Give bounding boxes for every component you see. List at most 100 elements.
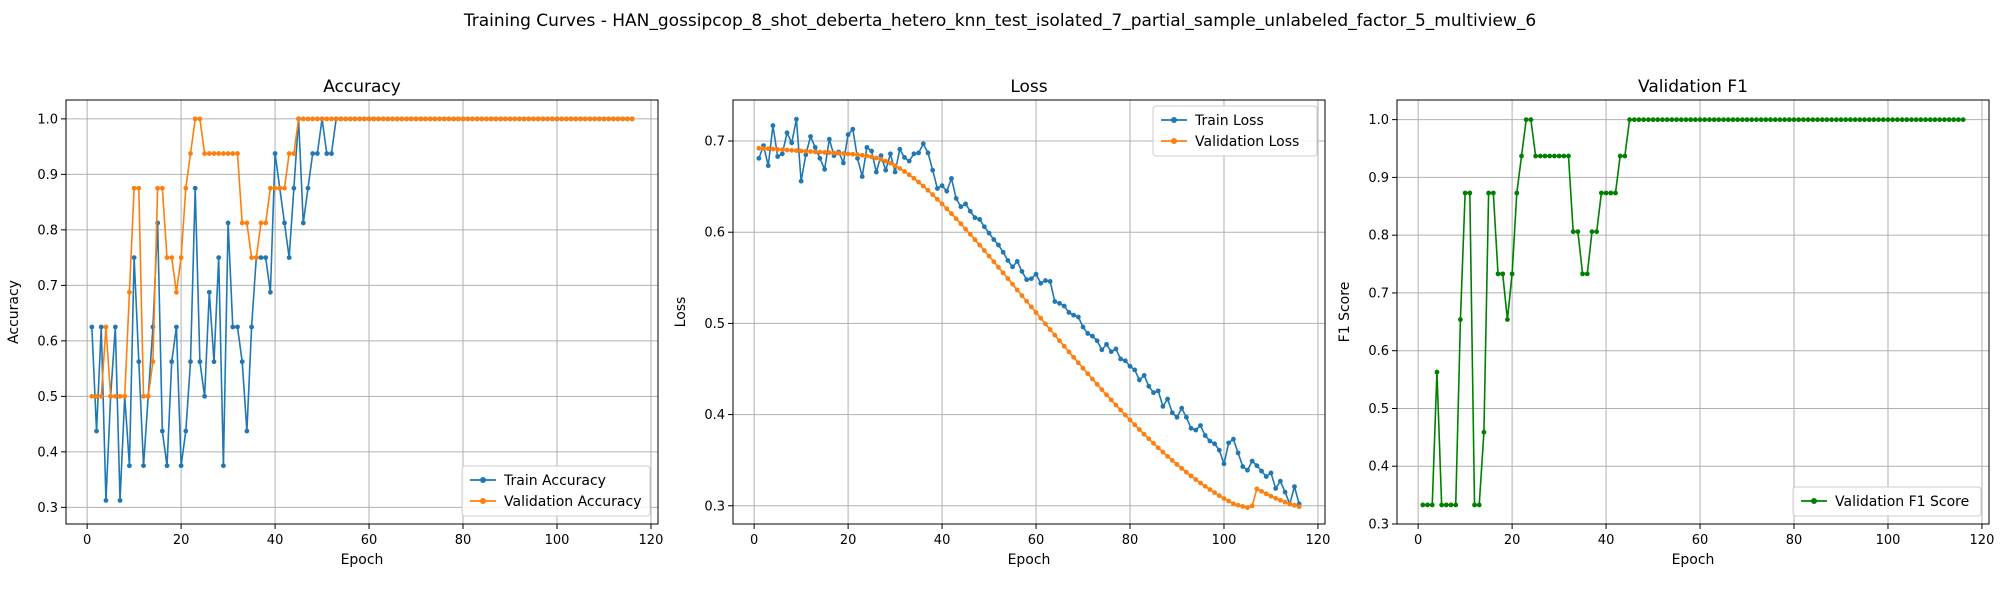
x-tick-label: 120 bbox=[1306, 533, 1331, 548]
data-point bbox=[916, 150, 921, 156]
data-point bbox=[850, 126, 856, 132]
axes-frame bbox=[65, 99, 659, 525]
data-point bbox=[94, 393, 99, 399]
data-point bbox=[249, 255, 254, 261]
data-point bbox=[1202, 433, 1208, 438]
data-point bbox=[822, 166, 828, 172]
x-tick-label: 120 bbox=[1970, 533, 1995, 548]
data-point bbox=[1805, 117, 1811, 123]
data-point bbox=[779, 147, 785, 153]
y-axis-label: Accuracy bbox=[6, 280, 22, 344]
data-point bbox=[1721, 117, 1726, 123]
data-point bbox=[216, 255, 222, 261]
data-point bbox=[488, 116, 494, 122]
data-point bbox=[1458, 317, 1463, 322]
data-point bbox=[1556, 153, 1562, 159]
data-point bbox=[263, 220, 269, 226]
data-point bbox=[930, 192, 936, 198]
data-point bbox=[1613, 190, 1618, 196]
data-point bbox=[1594, 229, 1600, 235]
data-point bbox=[1791, 117, 1797, 123]
data-point bbox=[756, 145, 762, 151]
data-point bbox=[174, 289, 179, 295]
data-point bbox=[1603, 190, 1609, 196]
data-point bbox=[1725, 117, 1731, 123]
data-point bbox=[1946, 117, 1952, 123]
legend-label: Train Loss bbox=[1194, 113, 1264, 129]
legend-swatch-marker bbox=[480, 498, 486, 504]
legend-label: Validation F1 Score bbox=[1835, 494, 1969, 510]
data-point bbox=[244, 220, 250, 226]
data-point bbox=[784, 130, 790, 136]
data-point bbox=[991, 259, 997, 265]
data-point bbox=[1810, 117, 1816, 123]
data-point bbox=[272, 185, 278, 191]
data-point bbox=[1179, 465, 1185, 471]
data-point bbox=[883, 158, 889, 164]
data-point bbox=[300, 116, 306, 122]
subplot-2: 0 20 40 60 80 100 120 0.3 0.4 0.5 0.6 0.7 Loss Epoch L… bbox=[673, 77, 1330, 568]
data-point bbox=[1768, 117, 1773, 123]
data-point bbox=[902, 169, 907, 174]
data-point bbox=[1838, 117, 1844, 123]
data-point bbox=[404, 116, 410, 122]
data-point bbox=[578, 116, 583, 122]
data-point bbox=[1127, 417, 1133, 423]
data-point bbox=[1188, 425, 1194, 431]
data-point bbox=[770, 123, 776, 128]
data-point bbox=[1259, 468, 1264, 474]
x-tick-label: 80 bbox=[1786, 533, 1803, 548]
data-point bbox=[1575, 229, 1581, 235]
data-point bbox=[1486, 190, 1492, 196]
data-point bbox=[455, 116, 461, 122]
data-point bbox=[1212, 441, 1217, 447]
data-point bbox=[329, 116, 334, 122]
data-point bbox=[1038, 315, 1044, 321]
data-point bbox=[1913, 117, 1919, 123]
data-point bbox=[1080, 365, 1086, 371]
data-point bbox=[1160, 449, 1166, 455]
data-point bbox=[188, 151, 193, 156]
data-point bbox=[1000, 270, 1006, 276]
data-point bbox=[864, 145, 870, 150]
y-tick-label: 0.7 bbox=[1368, 286, 1389, 301]
data-point bbox=[798, 178, 804, 184]
data-point bbox=[1075, 360, 1081, 366]
data-point bbox=[1843, 117, 1849, 123]
data-point bbox=[329, 151, 334, 156]
data-point bbox=[286, 255, 292, 261]
data-point bbox=[127, 463, 132, 469]
data-point bbox=[164, 255, 170, 261]
data-point bbox=[221, 151, 226, 156]
data-point bbox=[310, 151, 316, 156]
data-point bbox=[1066, 349, 1072, 355]
data-point bbox=[1122, 358, 1128, 364]
data-point bbox=[953, 196, 959, 201]
data-point bbox=[291, 185, 297, 191]
data-point bbox=[1165, 453, 1170, 459]
data-point bbox=[371, 116, 377, 122]
data-point bbox=[535, 116, 541, 122]
data-point bbox=[1598, 190, 1604, 196]
data-point bbox=[1941, 117, 1947, 123]
data-point bbox=[892, 163, 898, 169]
data-point bbox=[512, 116, 518, 122]
data-point bbox=[432, 116, 438, 122]
x-axis-label: Epoch bbox=[1008, 552, 1051, 568]
y-tick-label: 0.5 bbox=[1368, 402, 1389, 417]
data-point bbox=[934, 186, 940, 191]
data-point bbox=[812, 149, 818, 155]
data-point bbox=[141, 393, 146, 399]
y-tick-label: 0.7 bbox=[37, 279, 58, 294]
y-tick-label: 1.0 bbox=[1368, 113, 1389, 128]
data-point bbox=[178, 463, 184, 469]
data-point bbox=[549, 116, 555, 122]
data-point bbox=[573, 116, 579, 122]
x-axis-label: Epoch bbox=[1672, 552, 1715, 568]
data-point bbox=[1226, 498, 1232, 504]
data-point bbox=[1132, 367, 1138, 373]
data-point bbox=[826, 150, 832, 156]
data-point bbox=[333, 116, 339, 122]
data-point bbox=[845, 132, 851, 138]
subplot-3: 0 20 40 60 80 100 120 0.3 0.4 0.5 0.6 0.7 0.8 0.9 1.0 V… bbox=[1337, 77, 1994, 568]
